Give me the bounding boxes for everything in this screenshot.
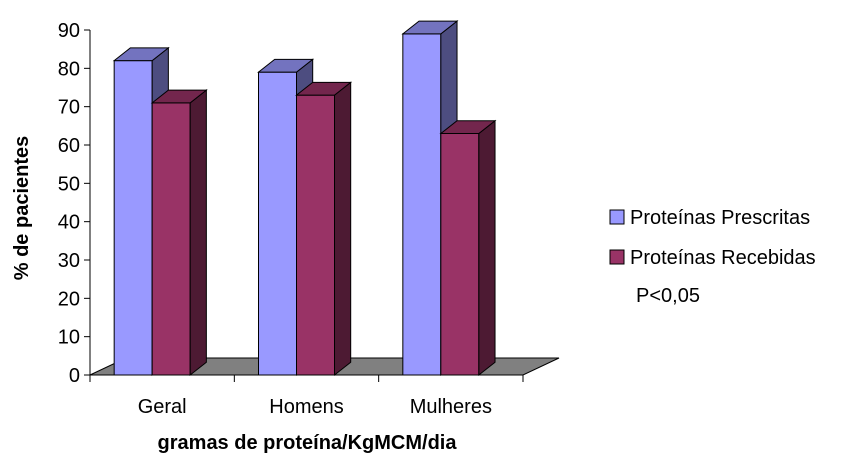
x-tick-label-homens: Homens — [269, 396, 343, 418]
x-tick-label-mulheres: Mulheres — [410, 396, 492, 418]
x-axis-title: gramas de proteína/KgMCM/dia — [158, 432, 458, 454]
significance-annotation: P<0,05 — [636, 285, 700, 307]
bar-front — [151, 102, 191, 376]
y-axis-title: % de pacientes — [11, 136, 33, 281]
axes: 0 10 20 30 40 50 60 70 80 90 Geral Homens Mulheres — [58, 20, 524, 418]
axis-labels: % de pacientes gramas de proteína/KgMCM/… — [11, 136, 457, 454]
y-tick-label: 10 — [58, 327, 80, 349]
bar-top — [439, 120, 497, 134]
bar-front — [296, 94, 335, 376]
bar-top — [257, 58, 315, 73]
bar-side — [189, 89, 207, 377]
bar-front — [440, 133, 480, 376]
y-tick-label: 60 — [58, 135, 80, 157]
bar-front — [113, 60, 153, 376]
bar-proteinas-recebidas-mulheres — [439, 119, 497, 377]
bar-top — [150, 89, 208, 104]
legend-label-proteinas-prescritas: Proteínas Prescritas — [630, 207, 810, 229]
y-tick-label: 20 — [58, 288, 80, 310]
y-tick-label: 30 — [58, 250, 80, 272]
bar-proteinas-recebidas-homens — [295, 81, 353, 377]
legend-swatch-proteinas-prescritas — [609, 209, 625, 225]
bars — [112, 20, 497, 377]
y-tick-label: 90 — [58, 20, 80, 42]
bar-proteinas-recebidas-geral — [150, 89, 208, 377]
y-tick-label: 80 — [58, 58, 80, 80]
bar-top — [112, 47, 170, 62]
bar-front — [258, 71, 297, 376]
bar-top — [295, 81, 353, 96]
bar-side — [334, 81, 352, 377]
y-tick-label: 50 — [58, 173, 80, 195]
x-tick-label-geral: Geral — [138, 396, 187, 418]
y-tick-label: 0 — [69, 365, 80, 387]
legend-label-proteinas-recebidas: Proteínas Recebidas — [630, 247, 816, 269]
y-tick-label: 40 — [58, 212, 80, 234]
y-tick-label: 70 — [58, 97, 80, 119]
bar-side — [478, 119, 496, 377]
bar-front — [402, 33, 442, 376]
bar-top — [401, 20, 459, 35]
legend-swatch-proteinas-recebidas — [609, 249, 625, 265]
legend: Proteínas Prescritas Proteínas Recebidas… — [609, 207, 816, 307]
